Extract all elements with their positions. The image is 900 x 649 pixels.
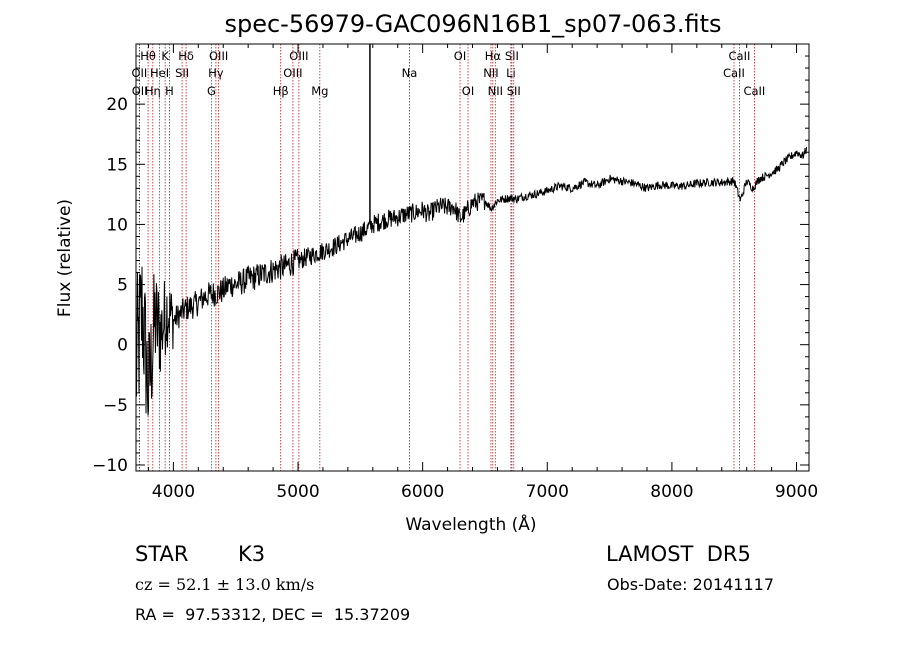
spectral-line-label: CaII: [743, 84, 765, 98]
chart-title: spec-56979-GAC096N16B1_sp07-063.fits: [224, 10, 721, 38]
spectrum-series: [135, 44, 807, 416]
observation-date: Obs-Date: 20141117: [607, 575, 774, 594]
x-tick-label: 5000: [276, 482, 319, 502]
coordinates: RA = 97.53312, DEC = 15.37209: [135, 605, 410, 624]
y-tick-label: −10: [92, 456, 128, 476]
spectrum-line: [135, 146, 807, 416]
spectral-line-label: OI: [462, 84, 474, 98]
spectral-line-label: Hβ: [273, 84, 289, 98]
x-tick-label: 9000: [775, 482, 818, 502]
spectral-line-label: Hθ: [140, 49, 156, 63]
spectral-line-label: OIII: [289, 49, 308, 63]
spectral-line-label: CaII: [729, 49, 751, 63]
x-tick-label: 8000: [650, 482, 693, 502]
survey-name: LAMOST DR5: [606, 542, 751, 566]
subclass: K3: [238, 542, 265, 566]
spectral-line-label: CaII: [723, 66, 745, 80]
spectral-line-label: K: [161, 49, 169, 63]
y-axis-ticks: −10 −5 0 5 10 15 20: [92, 55, 809, 476]
y-tick-label: 10: [106, 215, 128, 235]
spectral-line-label: Na: [402, 66, 418, 80]
spectral-line-label: SII: [507, 84, 521, 98]
spectral-line-label: G: [207, 84, 216, 98]
y-axis-label: Flux (relative): [55, 199, 75, 317]
spectral-line-label: OII: [131, 66, 147, 80]
x-axis-label: Wavelength (Å): [405, 513, 536, 535]
spectral-line-label: Hα: [485, 49, 502, 63]
y-tick-label: 5: [117, 276, 128, 296]
y-tick-label: −5: [103, 396, 128, 416]
x-tick-label: 7000: [526, 482, 569, 502]
spectral-line-label: SII: [175, 66, 189, 80]
spectral-line-label: Hη: [145, 84, 161, 98]
plot-frame: [135, 43, 810, 472]
object-class: STAR: [135, 542, 188, 566]
spectral-line-label: HeI: [150, 66, 169, 80]
x-tick-label: 4000: [152, 482, 195, 502]
spectral-line-label: Li: [506, 66, 516, 80]
x-axis-ticks: 4000 5000 6000 7000 8000 9000: [147, 44, 818, 502]
spectral-line-label: OIII: [283, 66, 302, 80]
y-tick-label: 20: [106, 95, 128, 115]
redshift-velocity: cz = 52.1 ± 13.0 km/s: [135, 575, 314, 594]
y-tick-label: 15: [106, 155, 128, 175]
x-tick-label: 6000: [401, 482, 444, 502]
spectral-line-label: OIII: [209, 49, 228, 63]
spectral-line-label: NII: [488, 84, 503, 98]
y-tick-label: 0: [117, 336, 128, 356]
spectral-line-label: Hγ: [208, 66, 224, 80]
spectral-line-label: OI: [454, 49, 466, 63]
spectral-line-label: H: [165, 84, 174, 98]
spectral-line-label: Mg: [311, 84, 328, 98]
spectral-line-label: SII: [505, 49, 519, 63]
spectral-line-label: NII: [483, 66, 498, 80]
spectral-line-label: Hδ: [178, 49, 194, 63]
